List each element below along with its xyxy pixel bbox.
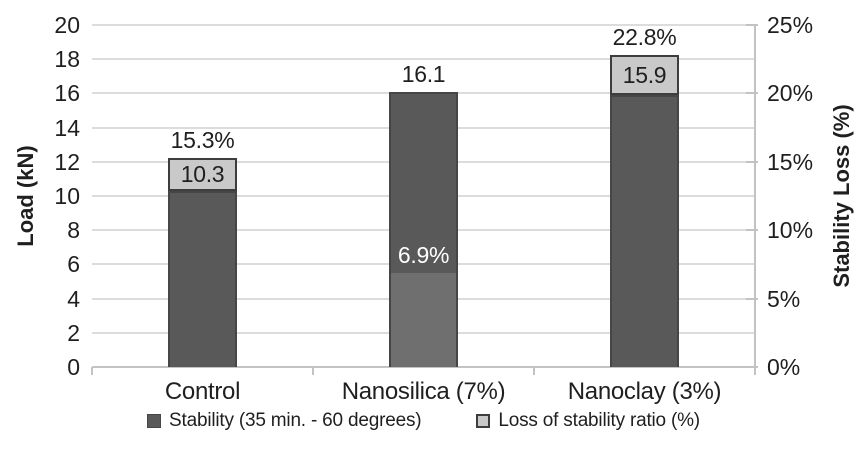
data-label-stability: 16.1 [401, 60, 446, 87]
y-axis-label-left: 2 [67, 319, 80, 346]
data-label-loss: 15.3% [170, 126, 235, 153]
y-axis-label-left: 12 [54, 148, 80, 175]
bar-segment-loss [168, 157, 237, 191]
x-axis-tick [533, 367, 535, 375]
data-label-loss: 22.8% [612, 24, 677, 51]
right-axis-tick [746, 160, 758, 163]
y-axis-label-left: 4 [67, 285, 80, 312]
right-axis-tick [746, 297, 758, 300]
right-axis-tick [746, 24, 758, 26]
gridline [92, 58, 755, 61]
data-label-stability: 10.3 [180, 161, 225, 188]
right-axis-tick [746, 229, 758, 232]
legend-item-stability: Stability (35 min. - 60 degrees) [147, 410, 422, 432]
legend: Stability (35 min. - 60 degrees) Loss of… [92, 410, 755, 432]
data-label-loss: 6.9% [397, 241, 450, 268]
y-axis-label-left: 8 [67, 217, 80, 244]
bar-segment-stability [168, 190, 237, 367]
y-axis-label-left: 14 [54, 114, 80, 141]
right-axis-tick [746, 366, 758, 368]
legend-label-stability: Stability (35 min. - 60 degrees) [169, 410, 422, 431]
x-axis-category-label: Nanosilica (7%) [341, 378, 506, 405]
bar-segment-stability [610, 95, 679, 367]
y-axis-label-left: 16 [54, 80, 80, 107]
y-axis-label-right: 0% [767, 354, 801, 380]
y-axis-label-left: 20 [54, 12, 80, 38]
x-axis-tick [312, 367, 314, 375]
x-axis-line [92, 366, 757, 368]
x-axis-tick [91, 367, 93, 375]
right-axis-title: Stability Loss (%) [829, 104, 854, 288]
bar-segment-stability [389, 91, 458, 273]
y-axis-label-right: 25% [767, 12, 814, 38]
bar-group: 16.1 6.9% [389, 25, 458, 367]
y-axis-label-right: 15% [767, 148, 814, 175]
y-axis-label-left: 0 [67, 354, 80, 380]
y-axis-label-right: 10% [767, 217, 814, 244]
legend-label-loss: Loss of stability ratio (%) [498, 410, 700, 431]
right-axis-tick [746, 92, 758, 95]
plot-area: 10.3 15.3% 16.1 6.9% 15.9 22.8% [91, 24, 758, 375]
bar-segment-loss [610, 55, 679, 96]
y-axis-label-left: 10 [54, 183, 80, 209]
legend-item-loss: Loss of stability ratio (%) [476, 410, 700, 432]
bar-group: 15.9 22.8% [610, 24, 679, 367]
right-axis-line [754, 25, 756, 375]
legend-swatch-loss-icon [476, 414, 491, 428]
y-axis-label-right: 20% [767, 80, 814, 107]
x-axis-category-label: Control [164, 378, 241, 405]
gridline [92, 24, 755, 26]
x-axis-category-label: Nanoclay (3%) [567, 378, 722, 405]
bar-segment-loss [389, 272, 458, 367]
y-axis-label-right: 5% [767, 285, 801, 312]
y-axis-label-left: 6 [67, 251, 80, 278]
bar-group: 10.3 15.3% [168, 25, 237, 367]
y-axis-label-left: 18 [54, 46, 80, 73]
data-label-stability: 15.9 [622, 62, 667, 89]
legend-swatch-stability-icon [147, 414, 162, 428]
